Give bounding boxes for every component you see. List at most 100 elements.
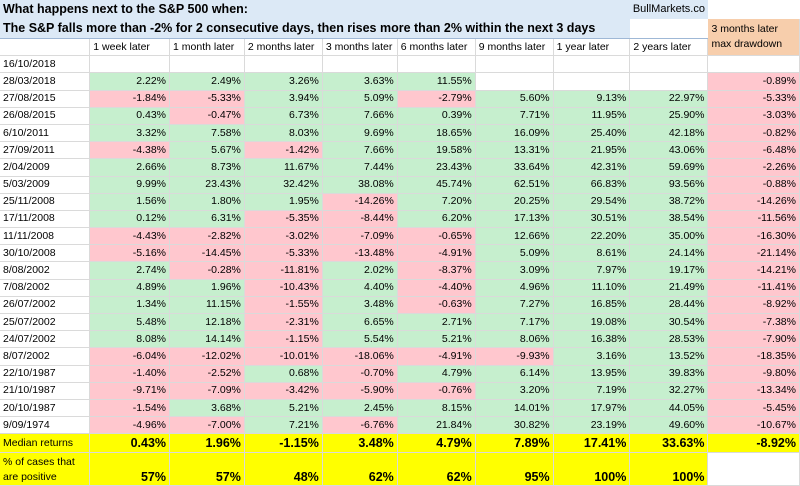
drawdown-header-line2: max drawdown bbox=[711, 38, 783, 51]
return-cell bbox=[397, 55, 476, 74]
return-cell: -0.65% bbox=[397, 227, 476, 246]
return-cell: 5.09% bbox=[475, 244, 554, 263]
drawdown-cell: -5.33% bbox=[707, 90, 800, 108]
table-row: 6/10/2011 3.32% 7.58% 8.03% 9.69% 18.65% 16.09… bbox=[0, 124, 800, 143]
return-cell: 11.55% bbox=[397, 72, 476, 91]
return-cell: 32.27% bbox=[629, 382, 709, 400]
positive-cases-value: 95% bbox=[475, 452, 554, 486]
table-row: 2/04/2009 2.66% 8.73% 11.67% 7.44% 23.43% 33.6… bbox=[0, 158, 800, 177]
return-cell: 9.69% bbox=[322, 124, 398, 143]
return-cell: -2.82% bbox=[169, 227, 245, 246]
median-returns-label: Median returns bbox=[0, 433, 91, 454]
return-cell: 4.96% bbox=[475, 279, 554, 297]
row-date: 25/07/2002 bbox=[0, 313, 91, 332]
positive-cases-value: 57% bbox=[89, 452, 171, 486]
median-returns-drawdown: -8.92% bbox=[707, 433, 800, 454]
positive-cases-label-text: are positive bbox=[3, 471, 57, 484]
row-date: 5/03/2009 bbox=[0, 176, 91, 194]
return-cell: -10.43% bbox=[244, 279, 323, 297]
return-cell: -9.93% bbox=[475, 347, 554, 366]
return-cell: 0.12% bbox=[89, 210, 171, 229]
return-cell: -14.45% bbox=[169, 244, 245, 263]
table-row: 9/09/1974 -4.96% -7.00% 7.21% -6.76% 21.84% 30… bbox=[0, 416, 800, 435]
return-cell: 3.09% bbox=[475, 261, 554, 280]
median-returns-value: 33.63% bbox=[629, 433, 709, 454]
drawdown-cell: -7.38% bbox=[707, 313, 800, 332]
row-date: 24/07/2002 bbox=[0, 330, 91, 349]
return-cell: 28.44% bbox=[629, 296, 709, 315]
column-header: 3 months later bbox=[322, 38, 398, 57]
return-cell: 22.97% bbox=[629, 90, 709, 108]
return-cell: 14.14% bbox=[169, 330, 245, 349]
return-cell bbox=[553, 55, 631, 74]
drawdown-cell: -21.14% bbox=[707, 244, 800, 263]
return-cell: -4.40% bbox=[397, 279, 476, 297]
return-cell: -0.47% bbox=[169, 107, 245, 125]
return-cell: -0.76% bbox=[397, 382, 476, 400]
column-header: 1 week later bbox=[89, 38, 171, 57]
table-row: 22/10/1987 -1.40% -2.52% 0.68% -0.70% 4.79% 6.… bbox=[0, 365, 800, 383]
drawdown-cell: -5.45% bbox=[707, 399, 800, 418]
return-cell: 25.90% bbox=[629, 107, 709, 125]
table-row: 24/07/2002 8.08% 14.14% -1.15% 5.54% 5.21% 8.0… bbox=[0, 330, 800, 349]
return-cell: -18.06% bbox=[322, 347, 398, 366]
table-row: 27/09/2011 -4.38% 5.67% -1.42% 7.66% 19.58% 13… bbox=[0, 141, 800, 160]
return-cell: 7.21% bbox=[244, 416, 323, 435]
return-cell: 11.95% bbox=[553, 107, 631, 125]
drawdown-cell: -14.21% bbox=[707, 261, 800, 280]
positive-cases-label-text: % of cases that bbox=[3, 456, 75, 469]
return-cell: 42.18% bbox=[629, 124, 709, 143]
return-cell: -1.55% bbox=[244, 296, 323, 315]
return-cell: 33.64% bbox=[475, 158, 554, 177]
drawdown-cell: -18.35% bbox=[707, 347, 800, 366]
drawdown-cell: -9.80% bbox=[707, 365, 800, 383]
return-cell: 39.83% bbox=[629, 365, 709, 383]
return-cell: -2.31% bbox=[244, 313, 323, 332]
return-cell: 2.49% bbox=[169, 72, 245, 91]
return-cell: 11.15% bbox=[169, 296, 245, 315]
return-cell: 59.69% bbox=[629, 158, 709, 177]
return-cell bbox=[475, 55, 554, 74]
return-cell bbox=[322, 55, 398, 74]
title-line-2: The S&P falls more than -2% for 2 consec… bbox=[0, 19, 630, 39]
return-cell bbox=[629, 55, 709, 74]
return-cell: 1.34% bbox=[89, 296, 171, 315]
table-row: 25/07/2002 5.48% 12.18% -2.31% 6.65% 2.71% 7.1… bbox=[0, 313, 800, 332]
table-row: 5/03/2009 9.99% 23.43% 32.42% 38.08% 45.74% 62… bbox=[0, 176, 800, 194]
row-date: 26/08/2015 bbox=[0, 107, 91, 125]
drawdown-cell: -3.03% bbox=[707, 107, 800, 125]
return-cell: 6.14% bbox=[475, 365, 554, 383]
column-header-blank bbox=[0, 38, 91, 57]
return-cell: 3.48% bbox=[322, 296, 398, 315]
return-cell: 9.99% bbox=[89, 176, 171, 194]
positive-cases-value: 100% bbox=[629, 452, 709, 486]
return-cell: 8.15% bbox=[397, 399, 476, 418]
drawdown-cell: -0.88% bbox=[707, 176, 800, 194]
return-cell: 19.08% bbox=[553, 313, 631, 332]
return-cell: -14.26% bbox=[322, 193, 398, 211]
return-cell: -0.70% bbox=[322, 365, 398, 383]
return-cell: 7.66% bbox=[322, 107, 398, 125]
return-cell: -11.81% bbox=[244, 261, 323, 280]
median-returns-value: 17.41% bbox=[553, 433, 631, 454]
return-cell: 6.73% bbox=[244, 107, 323, 125]
return-cell: 21.49% bbox=[629, 279, 709, 297]
return-cell: 5.09% bbox=[322, 90, 398, 108]
return-cell: 2.74% bbox=[89, 261, 171, 280]
row-date: 11/11/2008 bbox=[0, 227, 91, 246]
drawdown-header: 3 months later max drawdown bbox=[707, 19, 800, 57]
positive-cases-value: 57% bbox=[169, 452, 245, 486]
median-returns-value: 4.79% bbox=[397, 433, 476, 454]
return-cell: 11.67% bbox=[244, 158, 323, 177]
return-cell: 5.67% bbox=[169, 141, 245, 160]
return-cell: 23.43% bbox=[397, 158, 476, 177]
return-cell: 4.40% bbox=[322, 279, 398, 297]
return-cell: 30.82% bbox=[475, 416, 554, 435]
return-cell: 2.02% bbox=[322, 261, 398, 280]
return-cell: 2.71% bbox=[397, 313, 476, 332]
median-returns-value: 3.48% bbox=[322, 433, 398, 454]
return-cell: -2.52% bbox=[169, 365, 245, 383]
return-cell: 29.54% bbox=[553, 193, 631, 211]
table-row: 30/10/2008 -5.16% -14.45% -5.33% -13.48% -4.9… bbox=[0, 244, 800, 263]
